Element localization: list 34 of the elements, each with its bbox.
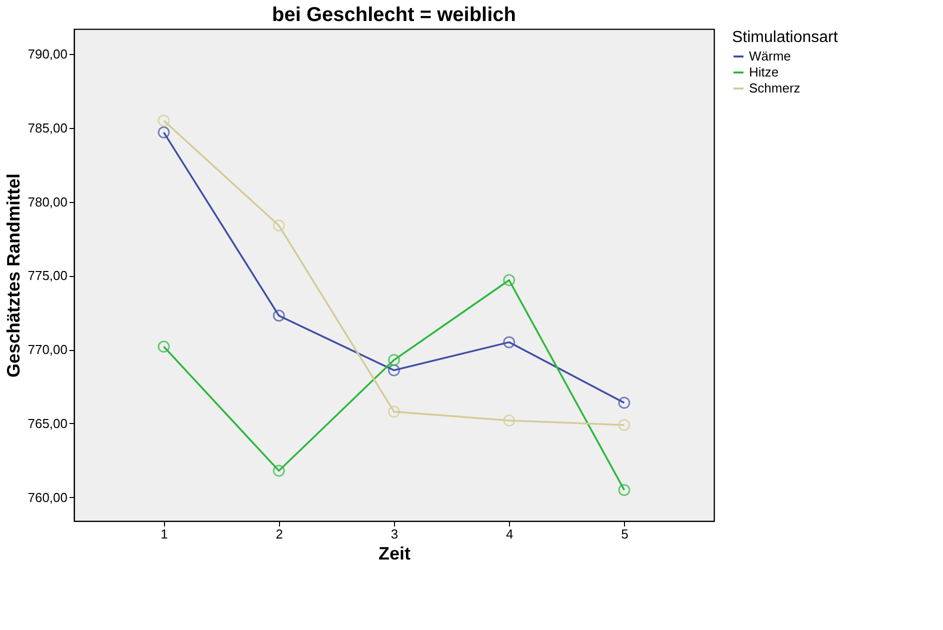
y-tick-label: 765,00 (28, 416, 68, 431)
x-tick-label: 2 (276, 526, 284, 542)
point (618, 396, 630, 409)
legend-label: Wärme (749, 48, 791, 64)
chart-title: bei Geschlecht = weiblich (272, 4, 516, 26)
point (388, 354, 400, 366)
point (503, 336, 516, 348)
x-axis-title: Zeit (378, 544, 411, 564)
x-tick-label: 1 (160, 526, 168, 542)
y-tick-label: 770,00 (28, 342, 68, 358)
y-tick-label: 760,00 (28, 490, 68, 505)
y-tick-label: 780,00 (28, 194, 68, 210)
point (388, 406, 400, 418)
y-tick-label: 790,00 (28, 46, 68, 62)
legend-title: Stimulationsart (732, 29, 838, 46)
x-tick-label: 4 (506, 526, 514, 542)
legend-label: Hitze (749, 64, 779, 80)
point (618, 484, 630, 496)
y-tick-label: 775,00 (28, 268, 68, 284)
point (503, 414, 516, 427)
x-tick-label: 3 (390, 526, 398, 542)
legend-label: Schmerz (749, 80, 800, 96)
point (388, 364, 400, 376)
y-axis-title: Geschätztes Randmittel (4, 173, 24, 378)
point (618, 418, 630, 431)
point (272, 464, 285, 477)
point (158, 340, 170, 353)
point (503, 274, 516, 286)
y-tick-label: 785,00 (28, 120, 68, 136)
point (158, 126, 170, 138)
x-tick-label: 5 (621, 526, 628, 542)
point (272, 310, 285, 322)
point (158, 114, 170, 127)
point (272, 220, 285, 232)
